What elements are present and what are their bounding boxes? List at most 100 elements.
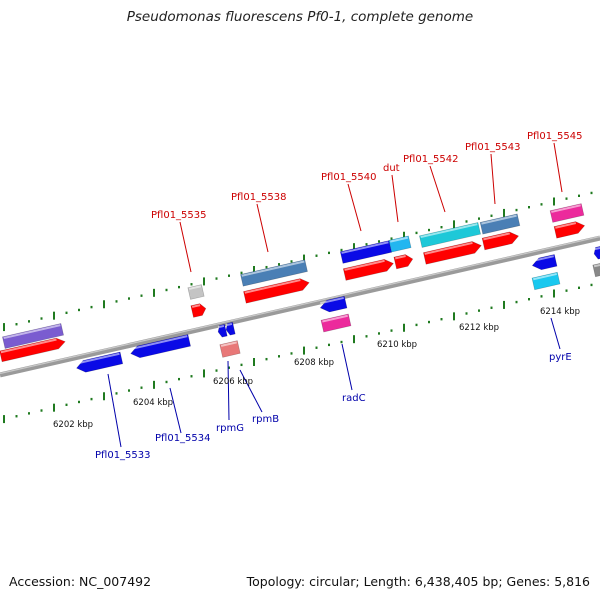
gene-feature-pfl01-5545-cds-body [553, 221, 586, 239]
gene-feature-radc [319, 295, 348, 313]
gene-feature-rpmb [225, 321, 236, 336]
gene-feature-rpmb-highlight [225, 322, 233, 327]
gene-feature-rpmg-rpmb-rrna [219, 340, 241, 358]
gene-feature-pfl01-5534-highlight [130, 335, 188, 351]
gene-label-radc[interactable]: radC [342, 393, 366, 404]
gene-feature-edge-grey-highlight [593, 263, 600, 268]
gene-feature-pfl01-5538-highlight [241, 260, 305, 277]
gene-feature-pfl01-5535-cds-highlight [191, 304, 201, 308]
gene-feature-pfl01-5540-highlight [341, 241, 389, 254]
leader-pfl01-5545 [553, 142, 563, 193]
gene-feature-pfl01-5535 [187, 284, 205, 300]
gene-feature-radc-ncrna [320, 313, 352, 333]
gene-feature-radc-highlight [320, 296, 344, 305]
gene-feature-red-body [0, 337, 66, 363]
leader-pfl01-5540 [347, 183, 362, 232]
gene-feature-purple-body [2, 323, 64, 349]
map-title: Pseudomonas fluorescens Pf0-1, complete … [126, 9, 474, 25]
scale-label-6208: 6208 kbp [294, 358, 334, 368]
gene-label-pfl01-5535[interactable]: Pfl01_5535 [151, 210, 207, 221]
accession-text: Accession: NC_007492 [9, 574, 152, 589]
gene-feature-pfl01-5540-cds-body [342, 259, 394, 281]
gene-feature-pfl01-5542-cds-body [423, 241, 482, 265]
gene-feature-edge-highlight [593, 246, 600, 251]
gene-feature-rpmg-rpmb-rrna-highlight [220, 341, 237, 347]
gene-feature-pfl01-5533-highlight [76, 352, 120, 365]
scale-label-6210: 6210 kbp [377, 340, 417, 350]
gene-features [0, 203, 600, 373]
gene-feature-pyre-highlight [532, 255, 554, 263]
gene-feature-pfl01-5540-cds [342, 259, 394, 281]
gene-feature-pyre-body [531, 254, 558, 271]
leader-pfl01-5534 [169, 387, 182, 434]
gene-feature-pfl01-5542 [419, 222, 481, 248]
gene-feature-pfl01-5533 [76, 351, 124, 373]
gene-label-pfl01-5543[interactable]: Pfl01_5543 [465, 142, 521, 153]
gene-label-pfl01-5540[interactable]: Pfl01_5540 [321, 172, 377, 183]
gene-label-pfl01-5534[interactable]: Pfl01_5534 [155, 433, 211, 444]
leader-pfl01-5542 [429, 165, 446, 213]
gene-feature-dut-cds-highlight [394, 255, 406, 260]
gene-feature-dut-cds [393, 254, 414, 270]
leader-radc [341, 343, 353, 391]
gene-feature-pfl01-5543-cds [481, 231, 520, 251]
gene-feature-pfl01-5543-cds-highlight [483, 232, 510, 241]
scale-label-6212: 6212 kbp [459, 323, 499, 333]
leader-rpmb [239, 369, 263, 413]
gene-feature-pfl01-5535-cds [190, 303, 207, 318]
gene-feature-radc-body [319, 295, 348, 313]
genome-summary-text: Topology: circular; Length: 6,438,405 bp… [246, 574, 590, 589]
gene-feature-pfl01-5538-cds [243, 278, 310, 304]
tick-marks [3, 191, 593, 424]
gene-feature-pyre-rna [531, 271, 561, 291]
gene-feature-red-highlight [0, 338, 57, 354]
gene-label-pfl01-5542[interactable]: Pfl01_5542 [403, 154, 459, 165]
gene-label-pyre[interactable]: pyrE [549, 352, 572, 363]
gene-feature-pfl01-5538-cds-body [243, 278, 310, 304]
gene-feature-pfl01-5538-cds-highlight [244, 279, 301, 294]
gene-feature-pfl01-5542-cds-highlight [424, 241, 473, 255]
gene-feature-pfl01-5545-highlight [551, 204, 581, 213]
gene-label-pfl01-5545[interactable]: Pfl01_5545 [527, 131, 583, 142]
gene-feature-pfl01-5545 [549, 203, 585, 223]
gene-feature-pfl01-5543-highlight [481, 214, 517, 225]
leader-dut [391, 174, 399, 223]
gene-feature-pfl01-5533-body [76, 351, 124, 373]
gene-feature-pyre-rna-highlight [533, 272, 557, 281]
leader-pfl01-5535 [179, 221, 192, 273]
gene-feature-pfl01-5534-body [130, 334, 191, 359]
gene-label-rpmg[interactable]: rpmG [216, 423, 244, 434]
top-gene-labels: Pfl01_5535 Pfl01_5538 Pfl01_5540 dut Pfl… [151, 131, 583, 221]
gene-feature-dut-highlight [390, 236, 408, 243]
gene-feature-purple [2, 323, 64, 349]
gene-feature-pfl01-5535-highlight [188, 285, 202, 290]
scale-label-6214: 6214 kbp [540, 307, 580, 317]
gene-feature-edge-grey [592, 262, 600, 278]
gene-feature-dut [388, 235, 412, 253]
gene-feature-pfl01-5538 [240, 259, 308, 287]
genome-backbone [0, 235, 600, 378]
leader-pfl01-5538 [256, 203, 269, 253]
gene-feature-red [0, 337, 66, 363]
leader-pfl01-5533 [107, 373, 122, 448]
gene-label-pfl01-5538[interactable]: Pfl01_5538 [231, 192, 287, 203]
gene-label-pfl01-5533[interactable]: Pfl01_5533 [95, 450, 151, 461]
leader-pfl01-5543 [490, 153, 496, 205]
gene-feature-pfl01-5545-cds [553, 221, 586, 239]
gene-label-dut[interactable]: dut [383, 163, 400, 174]
gene-feature-radc-ncrna-body [320, 313, 352, 333]
gene-feature-pfl01-5543 [479, 213, 521, 235]
scale-label-6204: 6204 kbp [133, 398, 173, 408]
gene-feature-purple-highlight [3, 324, 61, 340]
gene-feature-pfl01-5542-cds [423, 241, 482, 265]
scale-labels: 6202 kbp 6204 kbp 6206 kbp 6208 kbp 6210… [53, 307, 580, 430]
gene-label-rpmb[interactable]: rpmB [252, 414, 279, 425]
gene-feature-pfl01-5543-cds-body [481, 231, 520, 251]
gene-feature-pfl01-5542-body [419, 222, 481, 248]
gene-feature-pfl01-5545-cds-highlight [555, 222, 577, 229]
label-leaders [107, 142, 563, 448]
leader-rpmg [227, 360, 230, 421]
gene-feature-radc-ncrna-highlight [322, 314, 348, 323]
